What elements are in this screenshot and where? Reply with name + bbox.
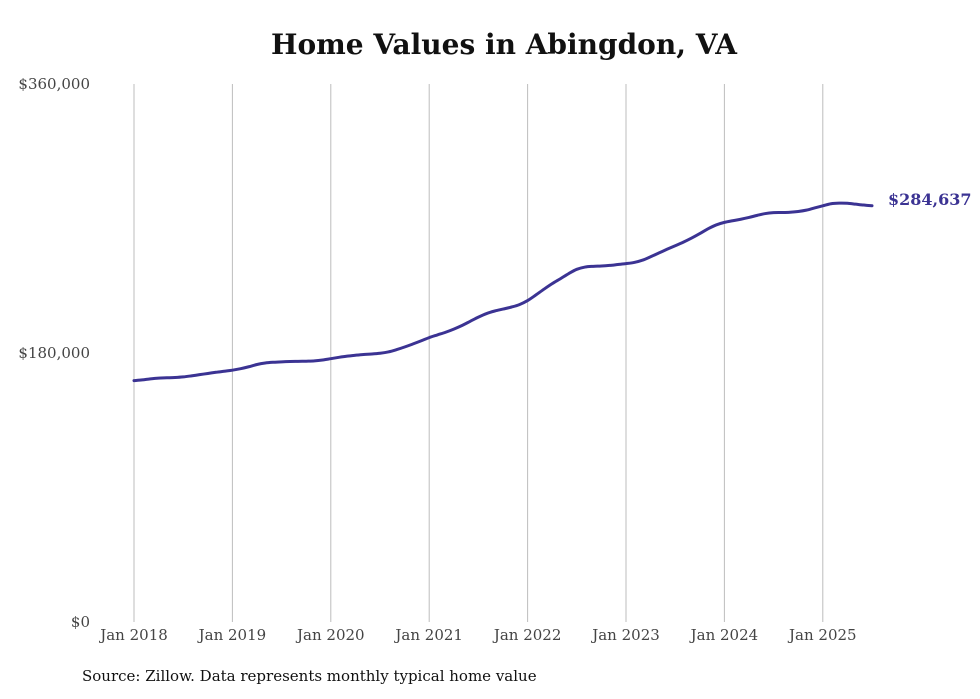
y-tick-label: $0 (71, 613, 90, 631)
x-tick-label: Jan 2019 (197, 626, 267, 644)
source-note: Source: Zillow. Data represents monthly … (82, 667, 537, 685)
x-tick-label: Jan 2023 (590, 626, 660, 644)
y-axis-ticks: $0 $180,000 $360,000 (18, 75, 90, 631)
gridlines (133, 84, 824, 622)
x-axis-ticks: Jan 2018 Jan 2019 Jan 2020 Jan 2021 Jan 2022… (98, 626, 856, 644)
x-tick-label: Jan 2024 (689, 626, 759, 644)
x-tick-label: Jan 2025 (787, 626, 857, 644)
x-tick-label: Jan 2022 (492, 626, 562, 644)
series-line (132, 201, 874, 383)
chart-title: Home Values in Abingdon, VA (271, 28, 737, 61)
x-tick-label: Jan 2018 (98, 626, 168, 644)
series-line-group (132, 201, 874, 383)
x-tick-label: Jan 2020 (295, 626, 365, 644)
end-value-label: $284,637 (888, 190, 972, 209)
x-tick-label: Jan 2021 (393, 626, 463, 644)
y-tick-label: $180,000 (18, 344, 90, 362)
y-tick-label: $360,000 (18, 75, 90, 93)
